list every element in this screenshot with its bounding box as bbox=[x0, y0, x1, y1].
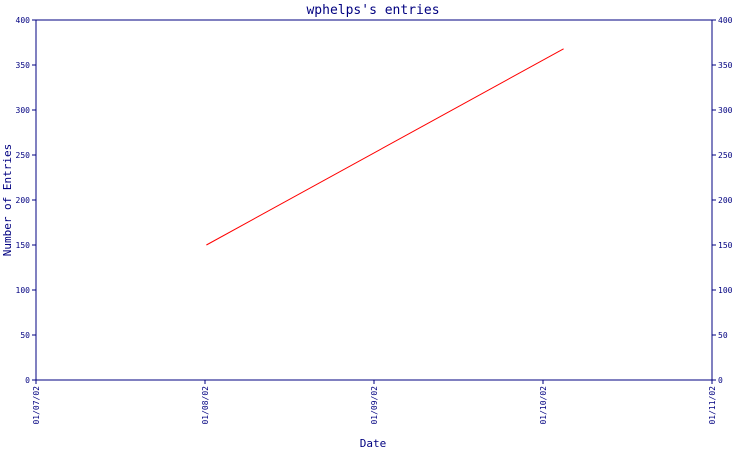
x-axis: 01/07/02 01/08/02 01/09/02 01/10/02 01/11/02 bbox=[32, 380, 717, 425]
y-tick-label-left: 100 bbox=[16, 286, 31, 295]
y-tick-label-right: 200 bbox=[718, 196, 733, 205]
y-tick-label-right: 400 bbox=[718, 16, 733, 25]
x-tick-label: 01/09/02 bbox=[370, 386, 379, 425]
y-tick-label-right: 100 bbox=[718, 286, 733, 295]
y-axis-label: Number of Entries bbox=[1, 144, 14, 257]
y-tick-label-left: 400 bbox=[16, 16, 31, 25]
x-tick-label: 01/08/02 bbox=[201, 386, 210, 425]
y-tick-label-left: 200 bbox=[16, 196, 31, 205]
y-tick-label-right: 150 bbox=[718, 241, 733, 250]
y-tick-label-left: 0 bbox=[25, 376, 30, 385]
y-tick-label-left: 150 bbox=[16, 241, 31, 250]
y-tick-label-left: 300 bbox=[16, 106, 31, 115]
plot-area-frame bbox=[35, 19, 713, 381]
y-tick-label-right: 0 bbox=[718, 376, 723, 385]
x-tick-label: 01/11/02 bbox=[708, 386, 717, 425]
series-layer bbox=[206, 48, 564, 246]
chart-title: wphelps's entries bbox=[306, 3, 439, 18]
x-axis-label: Date bbox=[360, 437, 387, 450]
x-tick-label: 01/10/02 bbox=[539, 386, 548, 425]
y-axis-right: 0 50 100 150 200 250 300 350 400 bbox=[712, 16, 733, 385]
y-axis-left: 0 50 100 150 200 250 300 350 400 bbox=[16, 16, 36, 385]
y-tick-label-left: 250 bbox=[16, 151, 31, 160]
x-tick-label: 01/07/02 bbox=[32, 386, 41, 425]
y-tick-label-left: 50 bbox=[20, 331, 30, 340]
series-line-0 bbox=[206, 48, 564, 246]
y-tick-label-right: 250 bbox=[718, 151, 733, 160]
y-tick-label-right: 350 bbox=[718, 61, 733, 70]
y-tick-label-left: 350 bbox=[16, 61, 31, 70]
y-tick-label-right: 50 bbox=[718, 331, 728, 340]
y-tick-label-right: 300 bbox=[718, 106, 733, 115]
